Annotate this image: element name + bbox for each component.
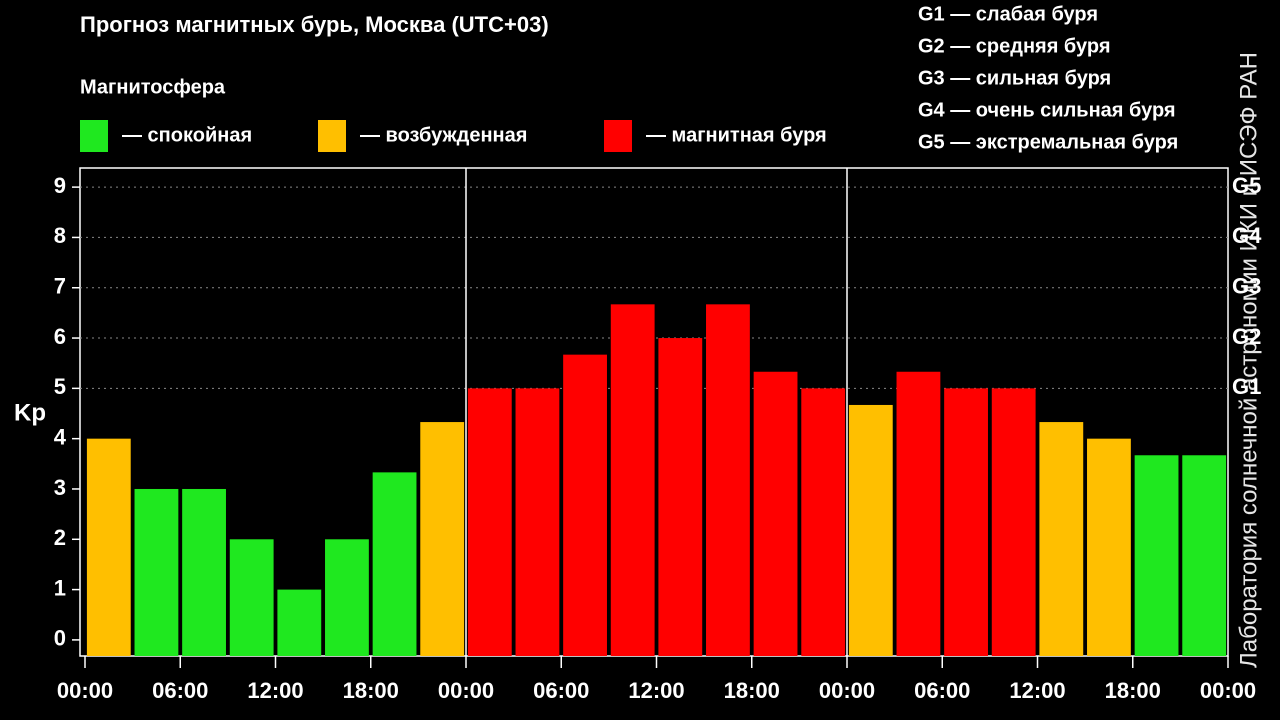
legend-swatch bbox=[318, 120, 346, 152]
y2-tick-label: G4 bbox=[1232, 223, 1262, 248]
bar bbox=[1134, 455, 1179, 656]
bar bbox=[182, 488, 226, 656]
legend-swatch bbox=[80, 120, 108, 152]
bar bbox=[848, 404, 893, 656]
y-tick-label: 3 bbox=[54, 475, 66, 500]
y2-tick-label: G5 bbox=[1232, 173, 1261, 198]
chart-subtitle: Магнитосфера bbox=[80, 76, 226, 98]
x-tick-label: 06:00 bbox=[533, 678, 589, 703]
bar bbox=[706, 304, 750, 656]
x-tick-label: 00:00 bbox=[819, 678, 875, 703]
bar bbox=[1039, 422, 1084, 656]
x-tick-label: 00:00 bbox=[1200, 678, 1256, 703]
y-tick-label: 1 bbox=[54, 575, 66, 600]
x-tick-label: 06:00 bbox=[914, 678, 970, 703]
y-axis-label: Kp bbox=[14, 399, 46, 426]
bar bbox=[944, 388, 988, 656]
bar bbox=[86, 438, 131, 656]
legend-label: — магнитная буря bbox=[646, 124, 827, 146]
y2-tick-label: G3 bbox=[1232, 274, 1261, 299]
bar bbox=[563, 354, 607, 656]
y2-tick-label: G2 bbox=[1232, 324, 1261, 349]
y2-tick-label: G1 bbox=[1232, 374, 1261, 399]
x-tick-label: 00:00 bbox=[57, 678, 113, 703]
chart-title: Прогноз магнитных бурь, Москва (UTC+03) bbox=[80, 12, 549, 37]
bar bbox=[325, 539, 369, 656]
bar bbox=[801, 388, 846, 656]
y-tick-label: 9 bbox=[54, 173, 66, 198]
bar bbox=[1087, 438, 1131, 656]
bar bbox=[134, 488, 179, 656]
x-tick-label: 00:00 bbox=[438, 678, 494, 703]
x-tick-label: 18:00 bbox=[724, 678, 780, 703]
bar bbox=[753, 371, 798, 656]
watermark: Лаборатория солнечной астрономии ИКИ и И… bbox=[1235, 52, 1262, 668]
bar bbox=[896, 371, 941, 656]
legend-label: — спокойная bbox=[122, 124, 252, 146]
bar bbox=[467, 388, 512, 656]
x-tick-label: 12:00 bbox=[247, 678, 303, 703]
bar bbox=[658, 338, 703, 656]
storm-scale-label: G4 — очень сильная буря bbox=[918, 99, 1176, 121]
bar bbox=[420, 422, 465, 656]
y-tick-label: 6 bbox=[54, 324, 66, 349]
bar bbox=[229, 539, 274, 656]
x-tick-label: 12:00 bbox=[1009, 678, 1065, 703]
x-tick-label: 06:00 bbox=[152, 678, 208, 703]
bar bbox=[372, 472, 417, 656]
bar bbox=[610, 304, 655, 656]
storm-scale-label: G5 — экстремальная буря bbox=[918, 131, 1178, 153]
y-tick-label: 2 bbox=[54, 525, 66, 550]
x-tick-label: 18:00 bbox=[1105, 678, 1161, 703]
legend-label: — возбужденная bbox=[360, 124, 527, 146]
bar bbox=[991, 388, 1036, 656]
y-tick-label: 0 bbox=[54, 626, 66, 651]
x-tick-label: 12:00 bbox=[628, 678, 684, 703]
bar bbox=[1182, 455, 1227, 656]
y-tick-label: 4 bbox=[54, 424, 67, 449]
y-tick-label: 8 bbox=[54, 223, 66, 248]
legend-swatch bbox=[604, 120, 632, 152]
storm-scale-label: G1 — слабая буря bbox=[918, 3, 1098, 25]
y-tick-label: 5 bbox=[54, 374, 66, 399]
storm-scale-label: G2 — средняя буря bbox=[918, 35, 1111, 57]
bar bbox=[277, 589, 322, 656]
bar bbox=[515, 388, 560, 656]
x-tick-label: 18:00 bbox=[343, 678, 399, 703]
y-tick-label: 7 bbox=[54, 274, 66, 299]
storm-scale-label: G3 — сильная буря bbox=[918, 67, 1111, 89]
